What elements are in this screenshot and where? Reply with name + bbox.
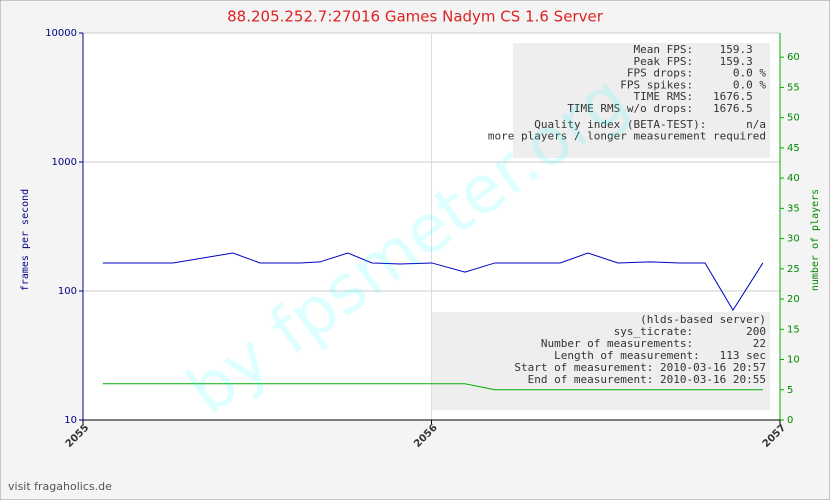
server-line: Start of measurement: 2010-03-16 20:57 — [514, 361, 766, 374]
stats-line: FPS spikes: 0.0 % — [620, 78, 766, 91]
y2-tick-label: 45 — [787, 143, 800, 154]
y-tick-label: 100 — [58, 286, 77, 297]
y2-tick-label: 40 — [787, 173, 800, 184]
y2-tick-label: 60 — [787, 52, 800, 63]
y2-tick-label: 55 — [787, 82, 800, 93]
y-tick-label: 1000 — [52, 157, 77, 168]
stats-line: Quality index (BETA-TEST): n/a — [534, 118, 766, 131]
stats-line: more players / longer measurement requir… — [488, 130, 766, 143]
y-tick-label: 10000 — [45, 28, 77, 39]
stats-line: FPS drops: 0.0 % — [627, 67, 766, 80]
stats-line: TIME RMS: 1676.5 — [634, 90, 766, 103]
stats-line: Peak FPS: 159.3 — [634, 55, 766, 68]
y2-tick-label: 30 — [787, 234, 800, 245]
chart-title: 88.205.252.7:27016 Games Nadym CS 1.6 Se… — [227, 8, 604, 26]
stats-box — [513, 43, 770, 158]
y-tick-label: 10 — [64, 415, 77, 426]
y-axis-label: frames per second — [20, 189, 31, 291]
y2-tick-label: 50 — [787, 113, 800, 124]
y2-tick-label: 20 — [787, 294, 800, 305]
layer: 1010010001000005101520253035404550556020… — [45, 28, 800, 450]
server-line: Length of measurement: 113 sec — [554, 349, 766, 362]
y2-axis-label: number of players — [810, 189, 821, 291]
footer: visit fragaholics.de — [8, 480, 112, 493]
server-line: End of measurement: 2010-03-16 20:55 — [528, 373, 766, 386]
y2-tick-label: 25 — [787, 264, 800, 275]
y2-tick-label: 0 — [787, 415, 793, 426]
server-line: sys_ticrate: 200 — [614, 325, 766, 338]
series-line — [102, 383, 763, 391]
stats-line: Mean FPS: 159.3 — [634, 43, 766, 56]
server-box — [432, 312, 770, 410]
server-line: Number of measurements: 22 — [541, 337, 766, 350]
y2-tick-label: 35 — [787, 203, 800, 214]
server-line: (hlds-based server) — [640, 313, 766, 326]
y2-tick-label: 15 — [787, 324, 800, 335]
stats-line: TIME RMS w/o drops: 1676.5 — [567, 102, 766, 115]
y2-tick-label: 10 — [787, 355, 800, 366]
y2-tick-label: 5 — [787, 385, 793, 396]
series-line — [102, 252, 764, 312]
